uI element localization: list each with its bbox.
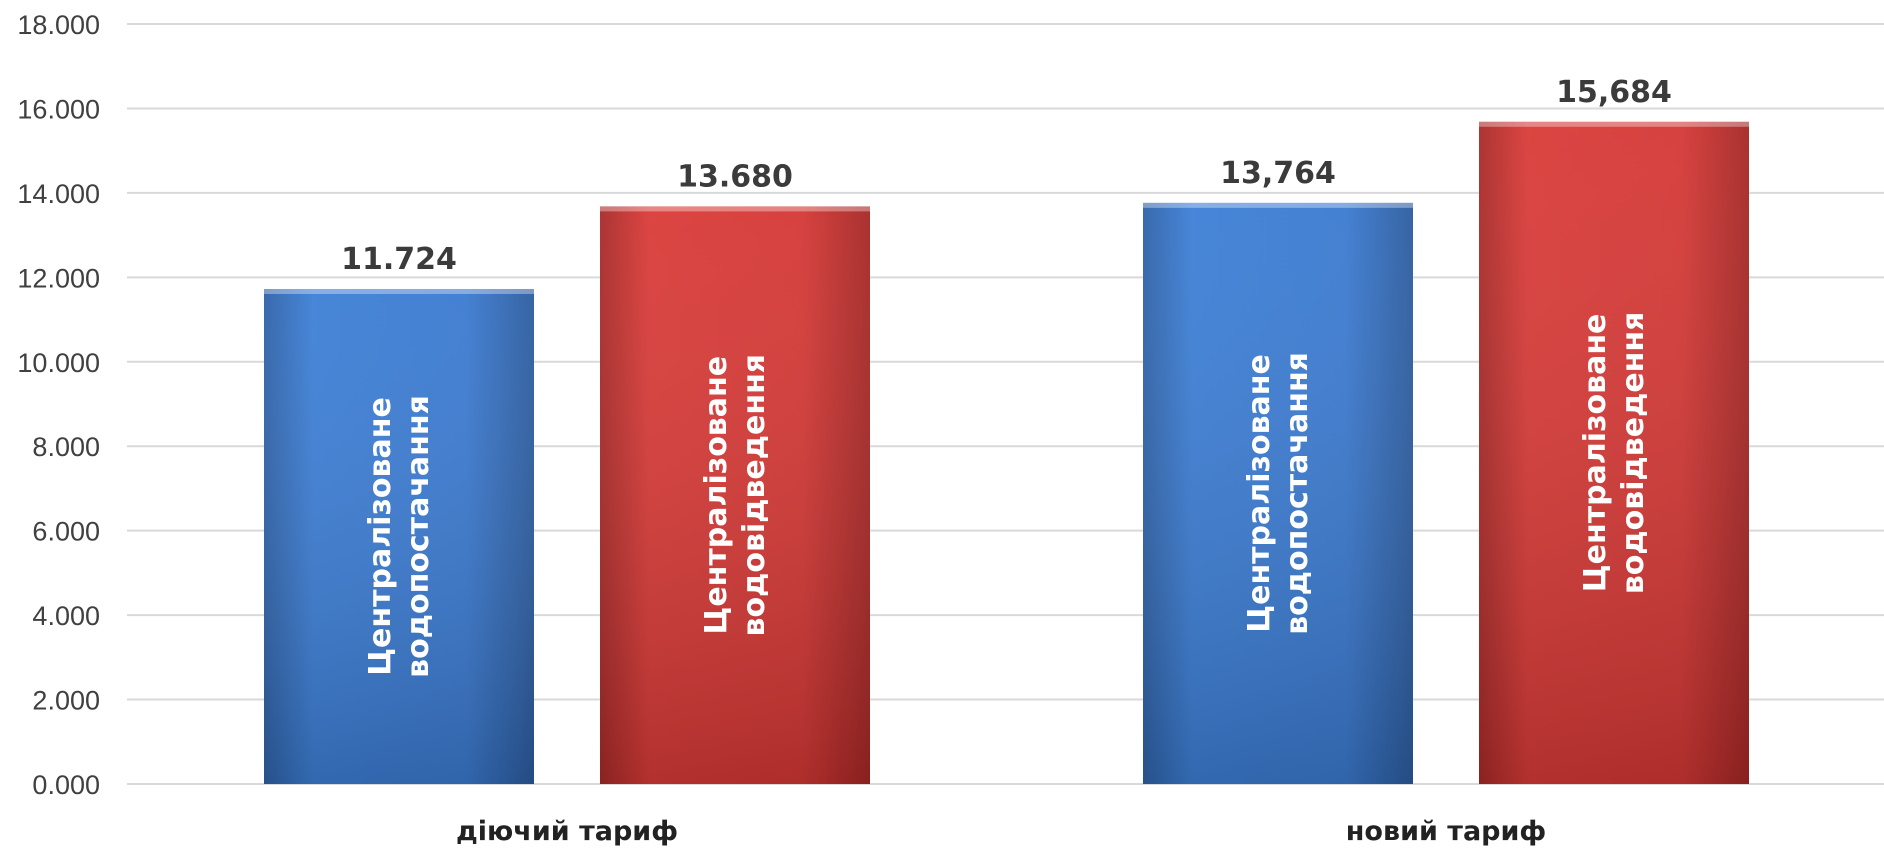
bar-series-label: водопостачання	[401, 395, 436, 678]
bar-highlight	[264, 288, 534, 294]
y-tick-label: 0.000	[32, 770, 100, 800]
bar-series-label: водовідведення	[737, 354, 772, 637]
bar-highlight	[1143, 202, 1413, 208]
data-label: 13,764	[1220, 156, 1336, 191]
bar-highlight	[1479, 121, 1749, 127]
category-label: новий тариф	[1346, 816, 1546, 847]
category-label: діючий тариф	[456, 816, 678, 847]
x-axis: діючий тариф новий тариф	[456, 816, 1546, 847]
y-tick-label: 8.000	[32, 432, 100, 462]
y-tick-label: 6.000	[32, 517, 100, 547]
bar-shade	[264, 288, 534, 784]
y-tick-label: 18.000	[17, 10, 100, 40]
y-tick-label: 12.000	[17, 263, 100, 293]
data-label: 11.724	[341, 242, 457, 277]
bars	[264, 121, 1749, 784]
y-tick-label: 2.000	[32, 686, 100, 716]
bar-shade	[600, 206, 870, 784]
bar-series-label: Централізоване	[1578, 314, 1613, 593]
y-tick-label: 14.000	[17, 179, 100, 209]
bar-shade	[1143, 202, 1413, 784]
bar-series-label: Централізоване	[363, 397, 398, 676]
bar-series-label: Централізоване	[1242, 354, 1277, 633]
bar-series-label: Централізоване	[699, 356, 734, 635]
bar-series-label: водопостачання	[1280, 352, 1315, 635]
y-tick-label: 4.000	[32, 601, 100, 631]
data-label: 13.680	[677, 159, 793, 194]
y-tick-label: 10.000	[17, 348, 100, 378]
y-tick-label: 16.000	[17, 94, 100, 124]
bar-shade	[1479, 121, 1749, 784]
y-axis: 0.000 2.000 4.000 6.000 8.000 10.000 12.000 14.…	[17, 10, 100, 800]
bar-series-label: водовідведення	[1616, 312, 1651, 595]
bar-highlight	[600, 206, 870, 212]
data-label: 15,684	[1556, 75, 1672, 110]
